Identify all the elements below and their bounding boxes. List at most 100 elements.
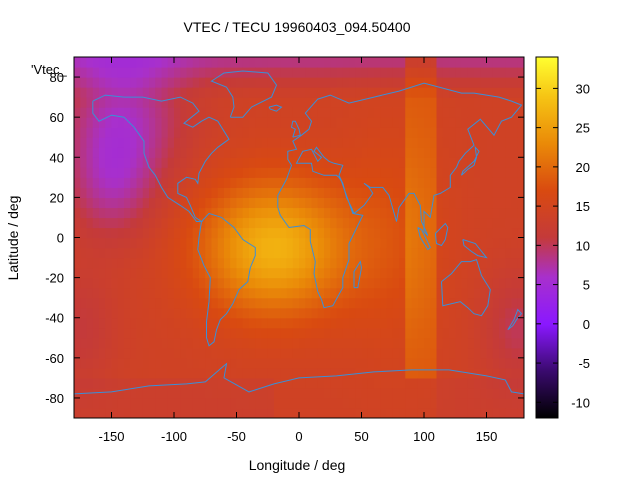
heat-cell	[217, 387, 225, 399]
heat-cell	[455, 267, 463, 279]
heat-cell	[324, 247, 331, 259]
heat-cell	[386, 327, 394, 339]
heat-cell	[405, 207, 413, 219]
heat-cell	[492, 347, 500, 359]
heat-cell	[267, 187, 275, 198]
heat-cell	[192, 97, 200, 108]
heat-cell	[111, 87, 119, 98]
heat-cell	[180, 247, 188, 259]
heat-cell	[480, 277, 488, 289]
heat-cell	[324, 397, 331, 409]
heat-cell	[280, 167, 288, 178]
heat-cell	[242, 227, 250, 239]
heat-cell	[230, 217, 238, 229]
heat-cell	[167, 87, 175, 98]
heat-cell	[330, 377, 338, 389]
heat-cell	[111, 137, 119, 148]
heat-cell	[149, 97, 156, 108]
heat-cell	[474, 117, 481, 128]
heat-cell	[86, 107, 94, 118]
heat-cell	[261, 117, 269, 128]
heat-cell	[442, 407, 450, 418]
heat-cell	[492, 337, 500, 349]
heat-cell	[105, 117, 113, 128]
heat-cell	[449, 337, 456, 349]
heat-cell	[430, 377, 438, 389]
heat-cell	[242, 87, 250, 98]
heat-cell	[492, 217, 500, 229]
heat-cell	[411, 207, 419, 219]
heat-cell	[474, 147, 481, 158]
heat-cell	[511, 327, 519, 339]
heat-cell	[242, 377, 250, 389]
heat-cell	[349, 67, 356, 78]
heat-cell	[224, 157, 231, 168]
heat-cell	[342, 167, 350, 178]
heat-cell	[86, 237, 94, 249]
heat-cell	[130, 297, 138, 309]
heat-cell	[342, 217, 350, 229]
heat-cell	[505, 257, 513, 269]
heat-cell	[461, 337, 469, 349]
heat-cell	[230, 317, 238, 329]
heat-cell	[242, 357, 250, 369]
heat-cell	[80, 197, 88, 209]
heat-cell	[236, 77, 244, 88]
heat-cell	[217, 97, 225, 108]
heat-cell	[330, 187, 338, 198]
heat-cell	[374, 307, 381, 319]
heat-cell	[117, 147, 125, 158]
heat-cell	[130, 347, 138, 359]
heat-cell	[211, 377, 219, 389]
heat-cell	[511, 77, 519, 88]
heat-cell	[174, 267, 181, 279]
heat-cell	[392, 317, 400, 329]
heat-cell	[305, 247, 313, 259]
heat-cell	[380, 167, 388, 178]
heat-cell	[392, 167, 400, 178]
heat-cell	[367, 317, 375, 329]
heat-cell	[236, 97, 244, 108]
heat-cell	[255, 227, 263, 239]
heat-cell	[399, 107, 406, 118]
heat-cell	[167, 167, 175, 178]
heat-cell	[336, 337, 344, 349]
heat-cell	[417, 367, 425, 379]
heat-cell	[361, 147, 369, 158]
heat-cell	[130, 87, 138, 98]
heat-cell	[267, 377, 275, 389]
heat-cell	[267, 327, 275, 339]
heat-cell	[342, 387, 350, 399]
heat-cell	[249, 67, 256, 78]
heat-cell	[236, 107, 244, 118]
heat-cell	[299, 387, 306, 399]
heat-cell	[111, 167, 119, 178]
heat-cell	[492, 317, 500, 329]
heat-cell	[211, 177, 219, 188]
heat-cell	[105, 247, 113, 259]
heat-cell	[205, 197, 213, 209]
heat-cell	[417, 177, 425, 188]
heat-cell	[442, 387, 450, 399]
heat-cell	[511, 407, 519, 418]
heat-cell	[330, 317, 338, 329]
heat-cell	[449, 137, 456, 148]
heat-cell	[405, 287, 413, 299]
heat-cell	[192, 177, 200, 188]
heat-cell	[317, 367, 325, 379]
heat-cell	[461, 77, 469, 88]
heat-cell	[449, 67, 456, 78]
heat-cell	[499, 287, 506, 299]
heat-cell	[99, 287, 106, 299]
heat-cell	[274, 317, 281, 329]
heat-cell	[349, 277, 356, 289]
heat-cell	[367, 147, 375, 158]
heat-cell	[86, 267, 94, 279]
heat-cell	[192, 337, 200, 349]
heat-cell	[180, 207, 188, 219]
heat-cell	[436, 227, 444, 239]
heat-cell	[499, 187, 506, 198]
heat-cell	[149, 107, 156, 118]
heat-cell	[486, 377, 494, 389]
heat-cell	[261, 327, 269, 339]
